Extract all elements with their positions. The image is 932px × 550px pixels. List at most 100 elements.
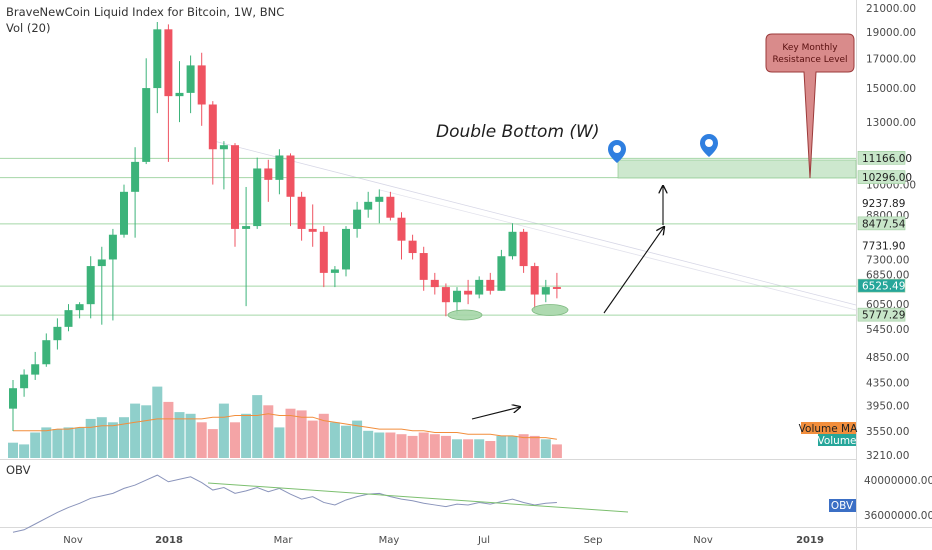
candle-body	[319, 231, 328, 273]
volume-bar	[296, 410, 307, 458]
price-tick-label: 3950.00	[866, 401, 909, 413]
volume-bar	[41, 427, 52, 458]
volume-bar	[407, 435, 418, 458]
obv-axis[interactable]: 40000000.000 36000000.000 OBV	[829, 475, 932, 522]
volume-legend: Volume MA Volume	[799, 422, 858, 447]
obv-line	[12, 474, 557, 533]
resistance-callout: Key Monthly Resistance Level	[765, 33, 855, 179]
candle-body	[9, 388, 17, 409]
candlestick-series	[9, 22, 561, 432]
time-axis[interactable]: Nov 2018 Mar May Jul Sep Nov 2019	[63, 535, 824, 546]
candle-body	[219, 145, 228, 150]
candle-body	[419, 253, 428, 280]
volume-badge: Volume	[817, 435, 856, 447]
level-label-text: 9237.89	[862, 198, 905, 210]
obv-trend-line	[207, 482, 629, 513]
volume-bar	[529, 435, 540, 458]
volume-bar	[496, 435, 507, 458]
price-axis[interactable]: 21000.00 19000.00 17000.00 15000.00 13000.00…	[866, 3, 916, 462]
level-label-box	[857, 307, 906, 322]
grid-lines	[209, 139, 857, 311]
candle-body	[475, 279, 484, 295]
candle-body	[297, 196, 306, 229]
map-pin-icon[interactable]	[700, 134, 718, 157]
level-label-text: 10296.00	[862, 172, 912, 184]
candle-body	[386, 196, 395, 218]
volume-bar	[74, 427, 85, 458]
double-bottom-annotation: Double Bottom (W)	[436, 122, 599, 142]
candle-body	[397, 217, 406, 241]
x-tick-label: Nov	[693, 535, 713, 546]
price-tick-label: 5450.00	[866, 324, 909, 336]
volume-bar	[30, 432, 41, 458]
chart-title: BraveNewCoin Liquid Index for Bitcoin, 1…	[6, 5, 284, 19]
level-label-text: 5777.29	[862, 310, 905, 322]
volume-bar	[263, 405, 274, 458]
level-label-box	[857, 151, 906, 165]
volume-bar	[63, 427, 74, 458]
candle-body	[253, 168, 262, 227]
candle-body	[20, 374, 29, 389]
volume-bar	[485, 441, 496, 458]
volume-bar	[141, 405, 152, 458]
price-tick-label: 17000.00	[866, 53, 916, 65]
x-tick-label: May	[379, 535, 400, 546]
volume-bar	[429, 434, 440, 458]
horizontal-levels	[0, 157, 856, 316]
candle-body	[286, 155, 295, 197]
callout-line-2: Resistance Level	[772, 55, 847, 65]
level-label-box	[857, 170, 906, 184]
volume-bar	[152, 386, 163, 458]
price-tick-label: 4350.00	[866, 378, 909, 390]
candle-body	[64, 310, 73, 327]
candle-body	[541, 287, 550, 295]
candle-body	[508, 231, 517, 257]
x-tick-label: 2018	[155, 535, 183, 546]
x-tick-label: Mar	[274, 535, 294, 546]
volume-bar	[230, 422, 240, 458]
candle-body	[308, 228, 317, 232]
volume-bar	[207, 429, 218, 458]
trend-line	[209, 139, 857, 306]
x-tick-label: 2019	[796, 535, 824, 546]
candle-body	[430, 279, 439, 288]
candle-body	[441, 287, 450, 303]
obv-tick-label: 40000000.000	[864, 475, 932, 487]
candle-body	[142, 88, 151, 162]
price-tick-label: 7300.00	[866, 254, 909, 266]
volume-bar	[551, 444, 562, 458]
volume-bar	[107, 422, 118, 458]
candle-body	[208, 104, 217, 150]
candle-body	[231, 145, 239, 229]
candle-body	[75, 304, 84, 311]
volume-bar	[452, 439, 462, 458]
volume-bar	[440, 435, 451, 458]
candle-body	[153, 29, 162, 89]
candle-body	[175, 92, 184, 97]
candle-body	[164, 29, 173, 97]
volume-bar	[318, 413, 329, 458]
candle-body	[197, 65, 206, 105]
level-label-box	[857, 238, 906, 253]
volume-bar	[352, 420, 363, 458]
candle-body	[353, 209, 362, 229]
volume-bar	[374, 432, 385, 458]
candle-body	[186, 65, 195, 93]
trend-line	[379, 189, 857, 311]
projection-arrow	[603, 227, 664, 314]
level-label-text: 8477.54	[862, 218, 906, 230]
obv-series	[12, 474, 629, 533]
price-tick-label: 13000.00	[866, 117, 916, 129]
candle-body	[530, 266, 539, 295]
map-pin-icon[interactable]	[608, 140, 626, 163]
obv-tick-label: 36000000.000	[864, 510, 932, 522]
volume-bar	[8, 442, 18, 458]
price-tick-label: 19000.00	[866, 27, 916, 39]
candle-body	[42, 340, 51, 365]
bottom-ellipse-1	[447, 309, 483, 321]
volume-bar	[329, 422, 340, 458]
price-tick-label: 3210.00	[866, 450, 909, 462]
level-label-box	[857, 196, 906, 210]
